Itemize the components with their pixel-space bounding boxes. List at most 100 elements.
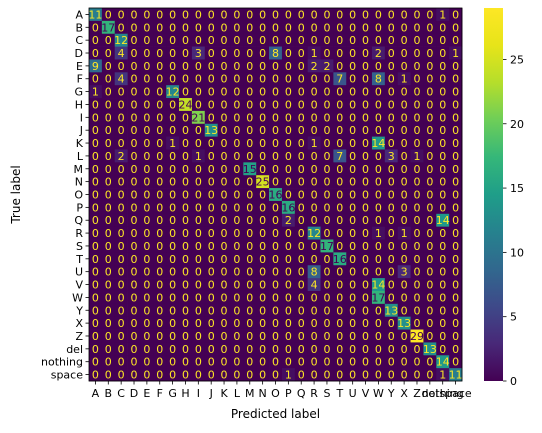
cell-value-label: 0 (105, 317, 112, 330)
heatmap-cell (204, 303, 218, 318)
heatmap-cell (436, 85, 450, 99)
cell-value-label: 0 (92, 163, 99, 176)
heatmap-cell (320, 175, 334, 189)
heatmap-cell (371, 175, 386, 189)
cell-value-label: 0 (118, 356, 125, 369)
heatmap-cell (397, 355, 411, 369)
heatmap-cell (89, 239, 103, 253)
heatmap-cell (153, 8, 167, 22)
heatmap-cell (230, 20, 244, 35)
heatmap-cell (191, 278, 206, 292)
heatmap-cell (179, 200, 193, 215)
cell-value-label: 0 (452, 291, 459, 304)
heatmap-cell (153, 136, 167, 150)
y-tick-label: K (76, 137, 84, 150)
heatmap-cell (333, 72, 347, 86)
cell-value-label: 0 (452, 330, 459, 343)
cell-value-label: 9 (92, 60, 99, 73)
heatmap-cell (384, 162, 399, 176)
cell-value-label: 0 (143, 73, 150, 86)
cell-value-label: 0 (285, 47, 292, 60)
heatmap-cell (449, 200, 463, 215)
cell-value-label: 0 (413, 124, 420, 137)
cell-value-label: 0 (208, 240, 215, 253)
cell-value-label: 0 (272, 137, 279, 150)
cell-value-label: 0 (298, 47, 305, 60)
heatmap-cell (346, 329, 360, 343)
cell-value-label: 0 (401, 163, 408, 176)
cell-value-label: 1 (401, 73, 408, 86)
heatmap-cell (384, 316, 399, 330)
heatmap-cell (127, 188, 141, 202)
heatmap-cell (101, 8, 116, 22)
cell-value-label: 0 (118, 227, 125, 240)
heatmap-cell (371, 368, 386, 382)
x-tick-label: N (259, 387, 267, 400)
cell-value-label: 0 (233, 34, 240, 47)
heatmap-cell (191, 46, 206, 60)
heatmap-cell (243, 200, 257, 215)
heatmap-cell (217, 265, 231, 279)
cell-value-label: 0 (105, 240, 112, 253)
heatmap-cell (204, 46, 218, 60)
heatmap-cell (333, 252, 347, 266)
heatmap-cell (333, 20, 347, 35)
cell-value-label: 0 (426, 214, 433, 227)
heatmap-cell (230, 33, 244, 47)
cell-value-label: 0 (375, 124, 382, 137)
heatmap-cell (101, 162, 116, 176)
heatmap-cell (423, 213, 437, 228)
cell-value-label: 0 (323, 163, 330, 176)
heatmap-cell (294, 368, 309, 382)
cell-value-label: 0 (439, 98, 446, 111)
cell-value-label: 0 (259, 201, 266, 214)
heatmap-cell (166, 136, 180, 150)
heatmap-cell (371, 329, 386, 343)
heatmap-cell (166, 213, 180, 228)
cell-value-label: 0 (92, 291, 99, 304)
cell-value-label: 0 (401, 124, 408, 137)
heatmap-cell (179, 162, 193, 176)
cell-value-label: 0 (208, 137, 215, 150)
cell-value-label: 0 (195, 137, 202, 150)
cell-value-label: 0 (182, 240, 189, 253)
heatmap-cell (384, 188, 399, 202)
heatmap-cell (243, 278, 257, 292)
heatmap-cell (127, 72, 141, 86)
cell-value-label: 0 (169, 214, 176, 227)
cell-value-label: 0 (92, 266, 99, 279)
cell-value-label: 0 (208, 111, 215, 124)
cell-value-label: 0 (246, 240, 253, 253)
cell-value-label: 0 (349, 304, 356, 317)
heatmap-cell (384, 20, 399, 35)
cell-value-label: 0 (131, 291, 138, 304)
heatmap-cell (346, 72, 360, 86)
heatmap-cell (230, 368, 244, 382)
heatmap-cell (346, 290, 360, 305)
heatmap-cell (436, 239, 450, 253)
heatmap-cell (166, 368, 180, 382)
heatmap-cell (294, 303, 309, 318)
heatmap-cell (320, 265, 334, 279)
heatmap-cell (294, 316, 309, 330)
cell-value-label: 0 (221, 60, 228, 73)
cell-value-label: 0 (285, 176, 292, 189)
heatmap-cell (294, 59, 309, 73)
cell-value-label: 13 (397, 317, 411, 330)
heatmap-cell (346, 355, 360, 369)
cell-value-label: 0 (323, 279, 330, 292)
heatmap-cell (114, 329, 128, 343)
cell-value-label: 0 (311, 163, 318, 176)
cell-value-label: 0 (439, 137, 446, 150)
heatmap-cell (384, 368, 399, 382)
cell-value-label: 0 (311, 330, 318, 343)
heatmap-cell (153, 252, 167, 266)
cell-value-label: 13 (384, 304, 398, 317)
heatmap-cell (243, 33, 257, 47)
heatmap-cell (307, 316, 321, 330)
heatmap-cell (410, 316, 424, 330)
cell-value-label: 0 (221, 291, 228, 304)
cell-value-label: 0 (336, 214, 343, 227)
heatmap-cell (114, 355, 128, 369)
